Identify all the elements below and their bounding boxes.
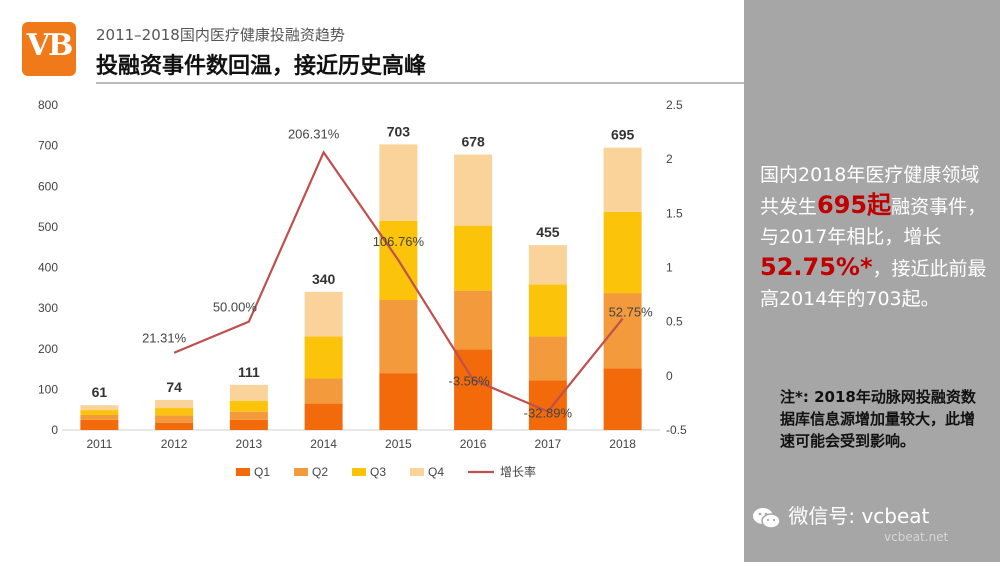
growth-rate-label: 50.00% [213,300,258,315]
x-tick-label: 2018 [609,437,636,451]
stacked-bar-line-chart: 0 100 200 300 400 500 600 700 800 -0.5 0 0.5 1 1.5 2 2.… [38,98,687,479]
x-tick-label: 2011 [86,437,112,451]
y-left-tick-label: 300 [38,301,58,315]
y-right-tick-label: 2 [666,152,673,166]
growth-rate-label: -32.89% [524,405,573,420]
bar-q3-2017 [528,284,567,337]
bar-q3-2011 [80,410,119,415]
bar-q2-2015 [379,300,418,374]
legend-label: Q2 [312,465,328,479]
side-summary: 国内2018年医疗健康领域共发生695起融资事件，与2017年相比，增长 52.7… [760,160,990,314]
vb-logo: VB [22,22,76,76]
bar-q4-2017 [528,245,567,285]
title-divider [96,82,744,84]
bar-q4-2011 [80,405,119,411]
bar-total-label: 111 [238,364,260,380]
bar-q1-2012 [155,422,194,430]
y-right-tick-label: 2.5 [666,98,683,112]
legend-swatch-q3 [352,468,366,476]
legend-label: Q3 [370,465,386,479]
growth-rate-line [173,150,624,413]
x-tick-label: 2012 [161,437,188,451]
bar-q4-2018 [603,147,642,212]
slide-title: 投融资事件数回温，接近历史高峰 [96,54,427,79]
legend-swatch-q4 [410,468,424,476]
bar-total-label: 678 [461,134,485,150]
bar-total-label: 455 [536,224,560,240]
bar-q3-2016 [454,225,493,291]
bar-total-label: 61 [92,384,108,400]
bar-q1-2016 [454,349,493,430]
watermark: vcbeat.net [884,530,949,544]
bar-total-label: 74 [166,379,182,395]
bar-q4-2016 [454,154,493,226]
bar-q4-2015 [379,144,418,221]
legend-swatch-q1 [236,468,250,476]
bar-q3-2018 [603,211,642,294]
wechat-id: 微信号: vcbeat [752,500,929,530]
growth-rate-label: 206.31% [288,126,340,141]
wechat-icon [753,507,781,529]
x-tick-label: 2016 [460,437,487,451]
x-tick-label: 2013 [236,437,263,451]
wechat-label: 微信号: vcbeat [788,504,930,528]
bar-q2-2011 [80,414,119,420]
y-left-tick-label: 800 [38,98,58,112]
summary-text-3: ，接近此前最高2014年的703起。 [760,258,987,310]
x-tick-label: 2017 [535,437,562,451]
bar-q2-2012 [155,415,194,423]
legend-swatch-q2 [294,468,308,476]
bar-total-label: 340 [312,271,336,287]
growth-rate-label: 106.76% [373,234,425,249]
bar-q3-2012 [155,408,194,416]
legend-label: 增长率 [500,464,536,479]
bar-q3-2013 [229,400,268,412]
y-left-tick-label: 100 [38,382,58,396]
bar-q2-2014 [304,378,343,404]
bar-q4-2012 [155,399,194,409]
bar-q1-2014 [304,403,343,430]
bar-q2-2016 [454,290,493,350]
growth-rate-label: -3.56% [449,374,491,389]
growth-rate-label: 52.75% [609,305,654,320]
bar-total-label: 703 [387,123,411,139]
x-tick-label: 2015 [385,437,412,451]
summary-text-2: 融资事件，与2017年相比，增长 [760,196,987,248]
bar-q2-2013 [229,411,268,420]
bar-q1-2013 [229,419,268,430]
y-right-tick-label: 1.5 [666,206,683,220]
y-left-tick-label: 700 [38,139,58,153]
bar-q2-2018 [603,293,642,369]
x-tick-label: 2014 [310,437,337,451]
y-left-tick-label: 400 [38,261,58,275]
y-right-tick-label: -0.5 [666,423,687,437]
slide-subtitle: 2011–2018国内医疗健康投融资趋势 [96,26,345,44]
bar-total-label: 695 [611,127,635,143]
y-left-tick-label: 600 [38,179,58,193]
y-left-tick-label: 200 [38,342,58,356]
y-right-tick-label: 0.5 [666,315,683,329]
bar-q2-2017 [528,336,567,381]
logo-text: VB [26,28,74,63]
bar-q1-2018 [603,368,642,430]
y-right-tick-label: 1 [666,261,673,275]
summary-text-1: 国内2018年医疗健康领域共发生 [760,164,980,218]
growth-rate-label: 21.31% [142,331,187,346]
legend-label: Q1 [254,465,270,479]
side-note: 注*: 2018年动脉网投融资数据库信息源增加量较大，此增速可能会受到影响。 [780,388,976,450]
side-panel [744,0,1000,562]
bar-q1-2011 [80,419,119,430]
bar-q3-2014 [304,336,343,379]
y-left-tick-label: 0 [51,423,58,437]
summary-highlight-growth: 52.75%* [760,253,873,281]
y-right-tick-label: 0 [666,369,673,383]
bar-q4-2013 [229,384,268,401]
summary-highlight-count: 695起 [817,191,892,219]
bar-q4-2014 [304,291,343,337]
legend-label: Q4 [428,465,444,479]
bar-q1-2015 [379,373,418,430]
y-left-tick-label: 500 [38,220,58,234]
